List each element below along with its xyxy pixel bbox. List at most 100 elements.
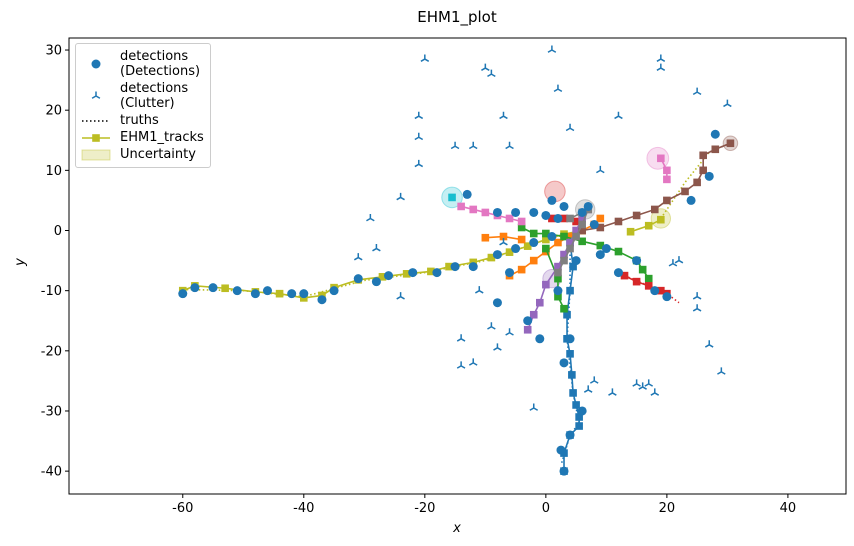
track-point <box>657 215 665 224</box>
track-point <box>517 217 526 226</box>
track-point <box>529 256 538 265</box>
track-point <box>572 226 580 235</box>
detection-point <box>559 358 569 368</box>
track-point <box>711 145 720 154</box>
track-point <box>699 166 707 175</box>
track-point <box>566 238 574 247</box>
detection-point <box>262 286 272 296</box>
track-point <box>560 304 568 313</box>
series-group <box>178 129 720 476</box>
x-tick-label: 40 <box>780 501 797 516</box>
clutter-point <box>674 256 684 264</box>
clutter-point <box>414 132 424 141</box>
track-point <box>681 187 689 196</box>
track-point <box>575 422 583 430</box>
track-point <box>560 232 568 241</box>
clutter-point <box>704 340 714 348</box>
y-tick-label: -20 <box>41 344 62 359</box>
detection-point <box>432 268 442 278</box>
detection-point <box>571 256 581 266</box>
x-tick-label: 20 <box>659 501 676 516</box>
track-point <box>448 193 456 202</box>
legend-entry: detections (Clutter) <box>80 81 204 111</box>
track-point <box>469 205 478 214</box>
clutter-point <box>553 84 563 93</box>
detection-point <box>710 129 720 139</box>
track-point <box>517 265 526 274</box>
track-point <box>529 229 538 238</box>
legend-patch <box>81 149 111 160</box>
track-point <box>548 214 556 223</box>
clutter-point <box>450 141 460 150</box>
clutter-point <box>493 343 502 351</box>
detection-point <box>492 298 502 308</box>
track-point <box>560 214 568 223</box>
detection-point <box>287 289 297 299</box>
y-tick-label: 10 <box>45 164 62 179</box>
track-point <box>568 371 576 379</box>
clutter-point <box>656 63 666 71</box>
track-point <box>663 166 671 175</box>
detection-point <box>492 207 502 217</box>
detection-point <box>384 271 394 281</box>
clutter-point <box>396 292 405 300</box>
track-point <box>575 413 583 421</box>
track-point <box>644 282 653 290</box>
legend-entry: Uncertainty <box>80 147 204 162</box>
detection-point <box>529 238 539 248</box>
track-point <box>663 196 671 205</box>
clutter-point <box>366 213 375 222</box>
detection-point <box>250 289 260 299</box>
clutter-point <box>644 379 654 387</box>
detection-point <box>547 195 557 205</box>
detection-point <box>492 250 502 260</box>
detection-point <box>556 445 566 455</box>
track-point <box>542 235 550 244</box>
track-point <box>632 277 641 286</box>
detection-point <box>511 244 521 254</box>
legend-label: detections (Detections) <box>120 49 201 79</box>
detection-point <box>408 268 418 278</box>
track-point <box>275 289 284 298</box>
track-point <box>638 265 647 274</box>
detection-point <box>535 334 545 344</box>
track-point <box>523 325 532 334</box>
detection-point <box>589 219 599 229</box>
x-axis-label: x <box>452 521 461 536</box>
legend-swatch <box>81 149 111 160</box>
clutter-point <box>668 259 678 267</box>
clutter-point <box>456 361 466 369</box>
track-point <box>569 262 577 271</box>
track-point <box>523 242 532 250</box>
track-point <box>569 389 577 397</box>
track-point <box>505 248 514 256</box>
detection-point <box>299 289 309 299</box>
y-axis-label: y <box>13 258 28 267</box>
legend-swatch <box>91 91 101 99</box>
track-point <box>632 211 641 220</box>
detection-point <box>232 286 242 296</box>
track-point <box>554 274 562 283</box>
legend-label: Uncertainty <box>120 147 196 162</box>
track-point <box>505 214 514 223</box>
track-point <box>626 227 635 236</box>
clutter-point <box>656 54 666 62</box>
clutter-point <box>499 238 508 246</box>
detection-point <box>613 268 623 278</box>
track-point <box>445 262 453 271</box>
clutter-point <box>487 69 496 77</box>
clutter-point <box>717 367 726 375</box>
detection-point <box>559 466 569 476</box>
track-point <box>644 274 653 283</box>
legend-label: detections (Clutter) <box>120 81 189 111</box>
track-point <box>566 286 574 295</box>
clutter-point <box>353 253 363 261</box>
track-point <box>614 247 623 256</box>
track-point <box>663 175 671 184</box>
series-group <box>353 45 732 411</box>
detection-point <box>91 59 101 69</box>
track-point <box>542 229 550 238</box>
clutter-point <box>614 111 623 120</box>
legend-swatch <box>91 59 101 69</box>
